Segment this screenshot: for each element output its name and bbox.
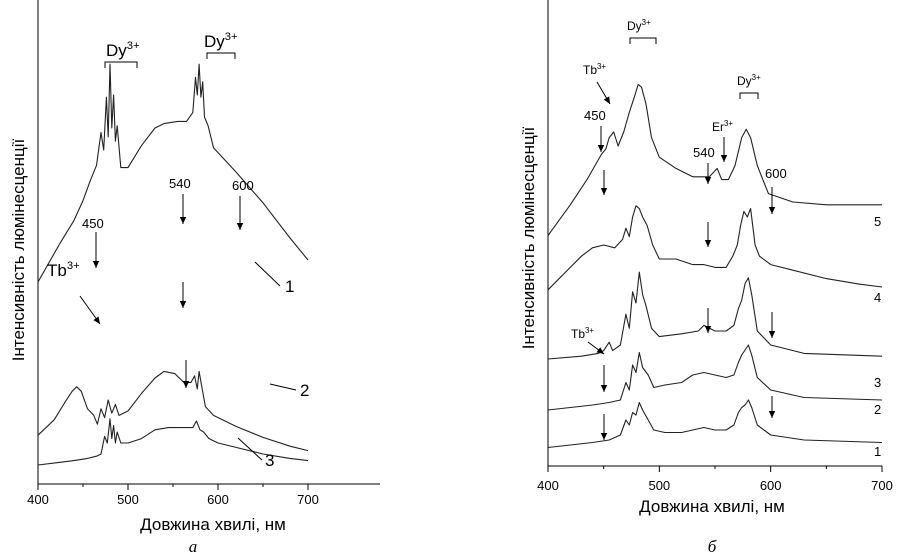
wavelength-marker-label: 450 bbox=[584, 108, 606, 123]
x-tick-label: 500 bbox=[117, 492, 139, 507]
series-curve-1 bbox=[37, 63, 309, 283]
x-axis-label: Довжина хвилі, нм bbox=[140, 515, 286, 534]
tb-ion-label: Tb3+ bbox=[571, 326, 594, 341]
x-tick-label: 400 bbox=[27, 492, 49, 507]
series-curve-1 bbox=[547, 399, 883, 449]
dy-ion-label: Dy3+ bbox=[737, 73, 761, 88]
marker-arrow bbox=[600, 170, 608, 195]
marker-arrow bbox=[704, 222, 712, 247]
marker-arrow bbox=[600, 414, 608, 440]
dy-ion-label: Dy3+ bbox=[627, 18, 651, 33]
series-curve-2 bbox=[37, 370, 309, 452]
tb-ion-label: Tb3+ bbox=[583, 62, 606, 77]
marker-arrow bbox=[179, 282, 187, 308]
wavelength-arrow bbox=[236, 196, 244, 230]
tb-ion-label: Tb3+ bbox=[47, 260, 80, 280]
x-tick-label: 600 bbox=[760, 478, 782, 493]
marker-arrow bbox=[768, 312, 776, 338]
er-arrow bbox=[720, 137, 728, 162]
dy-bracket bbox=[739, 92, 759, 99]
curve-label-leader bbox=[237, 437, 263, 461]
dy-bracket bbox=[206, 52, 236, 59]
series-curve-2 bbox=[547, 344, 883, 411]
wavelength-marker-label: 450 bbox=[82, 216, 104, 231]
wavelength-arrow bbox=[597, 126, 605, 152]
x-tick-label: 400 bbox=[537, 478, 559, 493]
wavelength-arrow bbox=[704, 163, 712, 184]
wavelength-marker-label: 540 bbox=[693, 145, 715, 160]
x-tick-label: 700 bbox=[297, 492, 319, 507]
dy-ion-label: Dy3+ bbox=[106, 40, 140, 60]
marker-arrow bbox=[768, 396, 776, 418]
curve-label-2: 2 bbox=[300, 381, 309, 400]
tb-arrow bbox=[596, 81, 611, 105]
y-axis-label: Інтенсивність люмінесценції bbox=[9, 138, 28, 361]
y-axis-label: Інтенсивність люмінесценції bbox=[519, 126, 538, 349]
curve-label-1: 1 bbox=[874, 444, 881, 459]
tb-arrow bbox=[79, 295, 101, 325]
x-tick-label: 500 bbox=[648, 478, 670, 493]
panel-letter-b: б bbox=[708, 537, 717, 556]
dy-bracket bbox=[629, 37, 657, 44]
wavelength-arrow bbox=[768, 187, 776, 214]
x-axis-label: Довжина хвилі, нм bbox=[639, 497, 785, 516]
marker-arrow bbox=[600, 365, 608, 392]
marker-arrow bbox=[704, 308, 712, 333]
curve-label-5: 5 bbox=[874, 214, 881, 229]
dy-ion-label: Dy3+ bbox=[204, 31, 238, 51]
er-ion-label: Er3+ bbox=[712, 119, 733, 134]
panel-letter-a: а bbox=[189, 537, 198, 556]
curve-label-leader bbox=[269, 383, 297, 391]
series-curve-5 bbox=[547, 83, 882, 236]
wavelength-marker-label: 600 bbox=[765, 166, 787, 181]
series-curve-3 bbox=[547, 271, 883, 360]
curve-label-3: 3 bbox=[874, 375, 881, 390]
chart-panel-a: 400 500 600 700 Довжина хвилі, нм Інтенсивніс… bbox=[9, 0, 380, 556]
curve-label-leader bbox=[254, 261, 281, 287]
curve-label-3: 3 bbox=[265, 451, 274, 470]
chart-panel-b: 400 500 600 700 Довжина хвилі, нм Інтенсивніс… bbox=[519, 0, 893, 556]
series-curve-3 bbox=[37, 418, 309, 466]
curve-label-2: 2 bbox=[874, 402, 881, 417]
wavelength-arrow bbox=[179, 194, 187, 224]
x-tick-label: 700 bbox=[871, 478, 893, 493]
wavelength-arrow bbox=[92, 232, 100, 268]
wavelength-marker-label: 600 bbox=[232, 178, 254, 193]
curve-label-4: 4 bbox=[874, 290, 881, 305]
wavelength-marker-label: 540 bbox=[169, 176, 191, 191]
x-tick-label: 600 bbox=[207, 492, 229, 507]
marker-arrow bbox=[182, 360, 190, 388]
curve-label-1: 1 bbox=[285, 277, 294, 296]
dy-bracket bbox=[104, 61, 138, 68]
series-curve-4 bbox=[547, 205, 883, 291]
tb-arrow bbox=[587, 341, 605, 355]
